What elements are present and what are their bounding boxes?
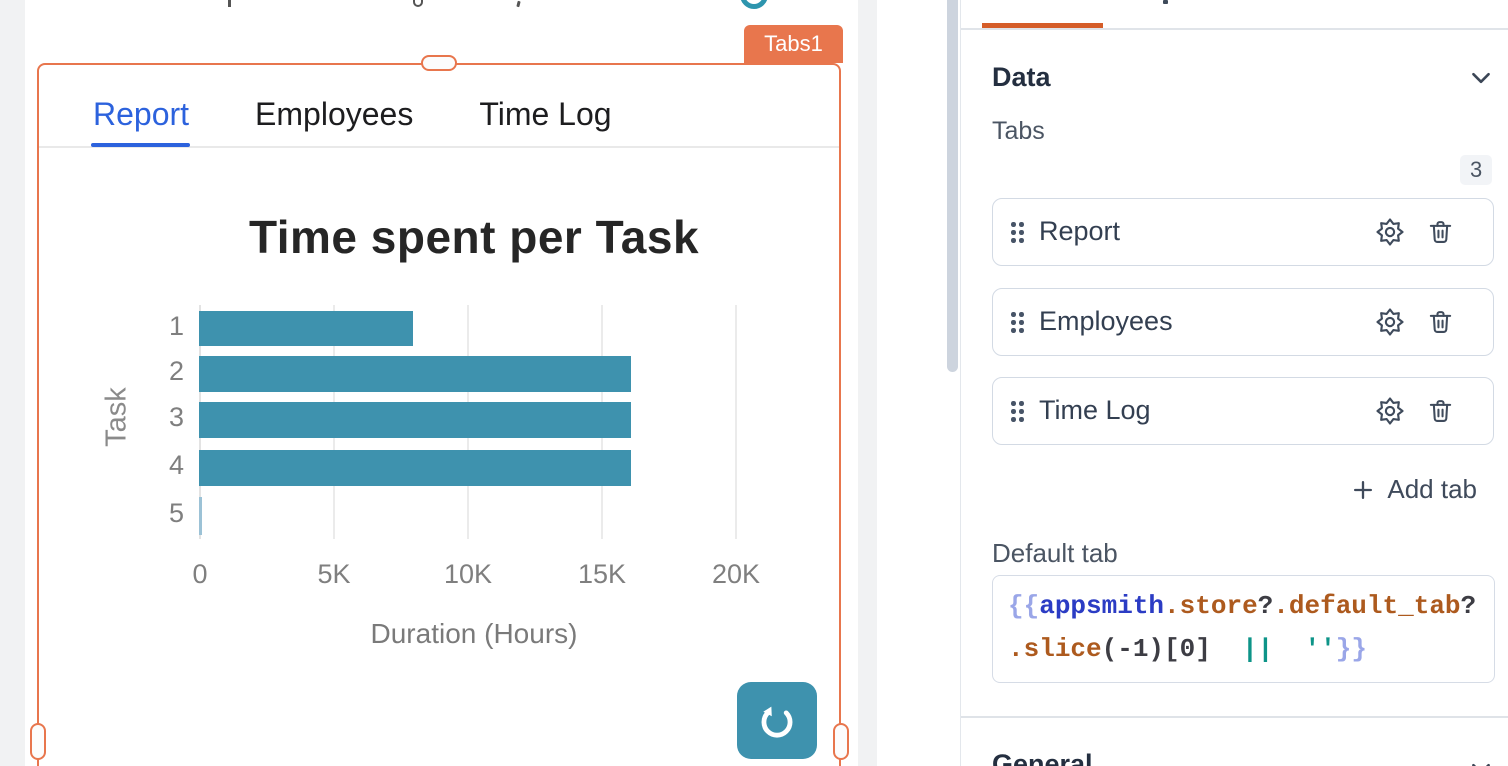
y-tick-label: 4 (168, 450, 184, 480)
tabs-field-label: Tabs (992, 117, 1045, 145)
code-token: appsmith (1039, 591, 1165, 621)
widget-tab-report[interactable]: Report (93, 96, 190, 132)
chart-y-axis-label: Task (100, 387, 133, 447)
section-divider (961, 716, 1508, 718)
widget-name-label: Tabs1 (764, 31, 823, 56)
gear-icon[interactable] (1375, 307, 1405, 337)
add-tab-label: Add tab (1387, 474, 1477, 504)
trash-icon[interactable] (1425, 396, 1455, 426)
active-tab-underline (91, 143, 190, 147)
default-tab-label: Default tab (992, 538, 1118, 568)
chart-bar (199, 356, 631, 392)
code-token (1273, 634, 1304, 664)
cutoff-text-remnant (516, 0, 521, 8)
y-tick-label: 2 (168, 356, 184, 386)
trash-icon[interactable] (1425, 217, 1455, 247)
gear-icon[interactable] (1375, 396, 1405, 426)
cutoff-text-remnant (413, 0, 423, 7)
resize-handle-right[interactable] (833, 723, 849, 760)
y-tick-label: 3 (168, 402, 184, 432)
code-token: ? (1257, 591, 1274, 621)
chart-bar (199, 497, 202, 535)
gear-icon[interactable] (1375, 217, 1405, 247)
gridline (735, 305, 737, 539)
add-tab-button[interactable]: Add tab (1352, 474, 1477, 505)
x-tick-label: 0 (192, 559, 208, 589)
trash-icon[interactable] (1425, 307, 1455, 337)
tabbar-divider (39, 146, 839, 148)
code-token: (-1)[0] (1101, 634, 1211, 664)
y-tick-label: 1 (168, 310, 184, 341)
section-header-data[interactable]: Data (992, 62, 1051, 92)
resize-handle-left[interactable] (30, 723, 46, 760)
default-tab-code-input[interactable]: {{appsmith.store?.default_tab? .slice(-1)… (992, 575, 1495, 683)
code-line: {{appsmith.store?.default_tab? (1008, 585, 1494, 628)
tab-item-card[interactable]: Time Log (992, 377, 1494, 445)
widget-tab-employees[interactable]: Employees (255, 96, 414, 132)
tabs-count-badge: 3 (1460, 155, 1493, 185)
chart-bar (199, 311, 414, 346)
section-header-general[interactable]: General (992, 749, 1093, 766)
tab-item-card[interactable]: Employees (992, 288, 1494, 356)
code-token: default_tab (1288, 591, 1461, 621)
chart-title: Time spent per Task (248, 211, 700, 263)
resize-handle-top[interactable] (421, 55, 457, 71)
code-token: || (1242, 634, 1274, 664)
panel-tabs-divider (961, 28, 1508, 30)
panel-active-tab-underline (982, 23, 1103, 28)
drag-handle-icon[interactable] (1011, 312, 1024, 333)
code-token: . (1008, 634, 1024, 664)
tab-item-label: Report (1039, 216, 1121, 246)
code-token (1211, 634, 1242, 664)
code-token: '' (1304, 634, 1336, 664)
cutoff-tab-label-remnant (1163, 0, 1168, 4)
panel-left-border (960, 0, 961, 766)
x-tick-label: 5K (317, 559, 351, 589)
chart-x-axis-label: Duration (Hours) (370, 618, 578, 649)
chevron-down-icon[interactable] (1468, 65, 1494, 91)
code-token: ? (1460, 591, 1477, 621)
tab-item-label: Employees (1039, 306, 1173, 336)
x-tick-label: 10K (443, 559, 493, 589)
widget-name-tag[interactable]: Tabs1 (744, 25, 843, 63)
drag-handle-icon[interactable] (1011, 401, 1024, 422)
tabs-widget-tabbar: Report Employees Time Log (93, 96, 813, 138)
drag-handle-icon[interactable] (1011, 222, 1024, 243)
tab-item-label: Time Log (1039, 395, 1151, 425)
cutoff-text-remnant (228, 0, 231, 7)
widget-tab-time-log[interactable]: Time Log (479, 96, 612, 132)
chart-refresh-button[interactable] (737, 682, 817, 759)
chart-bar (199, 450, 631, 486)
canvas-right-margin (858, 0, 877, 766)
canvas-left-margin (0, 0, 25, 766)
code-token: }} (1335, 634, 1367, 664)
code-token: store (1179, 591, 1258, 621)
x-tick-label: 15K (577, 559, 627, 589)
panel-scrollbar-thumb[interactable] (947, 0, 958, 372)
chart-bar (199, 402, 631, 438)
refresh-icon (754, 698, 800, 744)
code-token: . (1273, 591, 1289, 621)
chevron-down-icon[interactable] (1468, 756, 1494, 766)
y-tick-label: 5 (168, 498, 184, 528)
code-line: .slice(-1)[0] || ''}} (1008, 628, 1494, 671)
code-token: slice (1023, 634, 1102, 664)
code-token: . (1164, 591, 1180, 621)
tab-item-card[interactable]: Report (992, 198, 1494, 266)
plus-icon (1352, 479, 1374, 501)
code-token: {{ (1008, 591, 1040, 621)
cutoff-refresh-icon (737, 0, 779, 13)
x-tick-label: 20K (711, 559, 761, 589)
